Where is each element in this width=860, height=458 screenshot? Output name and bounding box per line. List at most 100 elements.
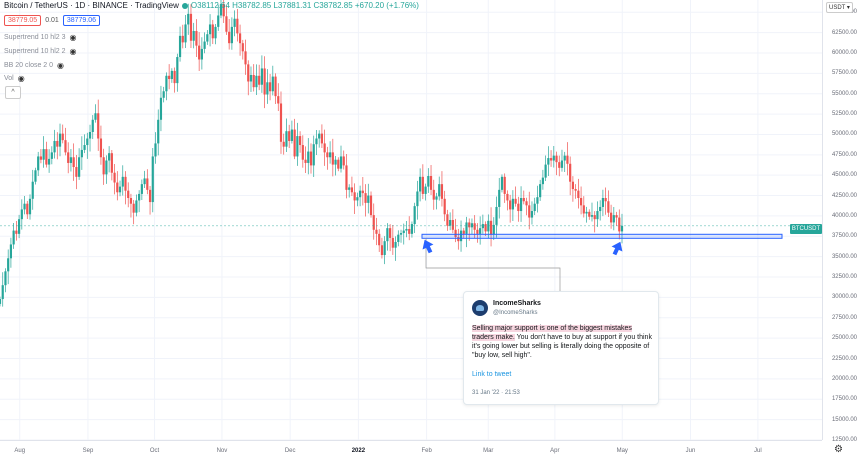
y-tick-label: 20000.00: [831, 375, 857, 382]
candle-body: [315, 138, 318, 145]
arrow-icon: [611, 241, 623, 256]
candle-body: [288, 131, 291, 141]
candle-body: [28, 198, 32, 215]
indicator-supertrend-3[interactable]: Supertrend 10 hl2 3 ◉: [4, 33, 76, 42]
indicator-bollinger[interactable]: BB 20 close 2 0 ◉: [4, 61, 64, 70]
candle-body: [67, 152, 70, 163]
time-axis[interactable]: Aug Sep Oct Nov Dec 2022 Feb Mar Apr May Jun Jul: [0, 440, 822, 458]
candle-body: [129, 198, 133, 204]
collapse-indicators-button[interactable]: ^: [5, 86, 21, 99]
candle-body: [211, 24, 214, 39]
candle-body: [118, 186, 122, 193]
candle-body: [88, 132, 92, 139]
settings-gear-icon[interactable]: ⚙: [834, 444, 843, 455]
candle-body: [454, 229, 457, 238]
y-tick-label: 12500.00: [831, 437, 857, 443]
candle-body: [405, 228, 408, 231]
candle-body: [435, 196, 438, 200]
eye-icon[interactable]: ◉: [57, 61, 65, 70]
candle-body: [105, 160, 108, 175]
candle-body: [42, 149, 45, 160]
sell-price-button[interactable]: 38779.05: [4, 15, 42, 26]
y-tick-label: 42500.00: [831, 192, 857, 199]
embedded-tweet[interactable]: IncomeSharks @IncomeSharks Selling major…: [463, 291, 659, 405]
candle-body: [9, 244, 13, 259]
candle-body: [195, 30, 198, 46]
candle-body: [178, 35, 182, 58]
tweet-text-rest: You don't have to buy at support if you …: [472, 334, 652, 359]
chart-header: Bitcoin / TetherUS · 1D · BINANCE · Trad…: [4, 1, 419, 10]
indicator-label: Supertrend 10 hl2 2: [4, 48, 66, 55]
candle-body: [468, 222, 471, 228]
candle-body: [222, 4, 225, 17]
candle-body: [440, 184, 444, 199]
avatar[interactable]: [472, 300, 488, 316]
y-tick-label: 17500.00: [831, 396, 857, 403]
candle-body: [309, 151, 313, 166]
candle-body: [274, 76, 277, 97]
indicator-supertrend-2[interactable]: Supertrend 10 hl2 2 ◉: [4, 47, 76, 56]
candle-body: [236, 18, 239, 34]
candle-body: [113, 172, 116, 183]
eye-icon[interactable]: ◉: [17, 74, 25, 83]
candle-body: [143, 178, 146, 185]
candle-body: [375, 229, 378, 234]
candle-body: [86, 138, 89, 146]
candle-body: [536, 197, 539, 204]
candle-body: [184, 24, 187, 43]
candle-body: [263, 68, 266, 95]
candle-body: [61, 133, 64, 141]
tweet-author-handle[interactable]: @IncomeSharks: [493, 310, 538, 316]
candle-body: [552, 155, 555, 161]
buy-price-button[interactable]: 38779.06: [62, 15, 101, 26]
candle-body: [4, 271, 7, 286]
tweet-link[interactable]: Link to tweet: [472, 371, 512, 378]
candle-body: [200, 48, 203, 60]
y-tick-label: 57500.00: [831, 70, 857, 77]
eye-icon[interactable]: ◉: [69, 47, 77, 56]
candle-body: [12, 230, 15, 245]
x-tick-label: Mar: [483, 448, 494, 454]
candle-body: [159, 97, 163, 120]
candle-body: [378, 233, 381, 246]
candle-body: [244, 51, 247, 65]
candlestick-chart[interactable]: [0, 0, 822, 440]
y-tick-label: 55000.00: [831, 90, 857, 97]
candle-body: [585, 211, 588, 214]
candle-body: [189, 13, 193, 41]
candle-body: [596, 211, 599, 220]
candle-body: [108, 153, 111, 161]
candle-body: [528, 205, 531, 218]
candle-body: [457, 237, 460, 242]
candle-body: [249, 74, 253, 82]
candle-body: [110, 153, 113, 173]
candle-body: [604, 198, 607, 202]
candle-body: [181, 35, 184, 43]
currency-selector[interactable]: USDT ▾: [826, 2, 853, 13]
candle-body: [146, 178, 149, 190]
candle-body: [369, 195, 373, 216]
y-tick-label: 15000.00: [831, 416, 857, 423]
candle-body: [476, 229, 479, 234]
candle-body: [356, 197, 359, 201]
symbol-title[interactable]: Bitcoin / TetherUS · 1D · BINANCE · Trad…: [4, 1, 179, 10]
chart-area[interactable]: [0, 0, 822, 440]
y-tick-label: 40000.00: [831, 212, 857, 219]
support-zone: [421, 233, 783, 239]
candle-body: [225, 16, 228, 32]
y-tick-label: 22500.00: [831, 355, 857, 362]
indicator-label: Supertrend 10 hl2 3: [4, 34, 66, 41]
x-tick-label: Dec: [284, 448, 296, 454]
tweet-author-name[interactable]: IncomeSharks: [493, 300, 541, 307]
candle-body: [367, 195, 370, 203]
candle-body: [69, 157, 73, 163]
y-tick-label: 62500.00: [831, 29, 857, 36]
price-axis[interactable]: 65000.0062500.0060000.0057500.0055000.00…: [822, 0, 860, 443]
indicator-volume[interactable]: Vol ◉: [4, 74, 25, 83]
y-tick-label: 25000.00: [831, 335, 857, 342]
candle-body: [372, 215, 375, 230]
eye-icon[interactable]: ◉: [69, 33, 77, 42]
candle-body: [563, 155, 566, 161]
candle-body: [479, 228, 482, 234]
candle-body: [498, 189, 501, 207]
